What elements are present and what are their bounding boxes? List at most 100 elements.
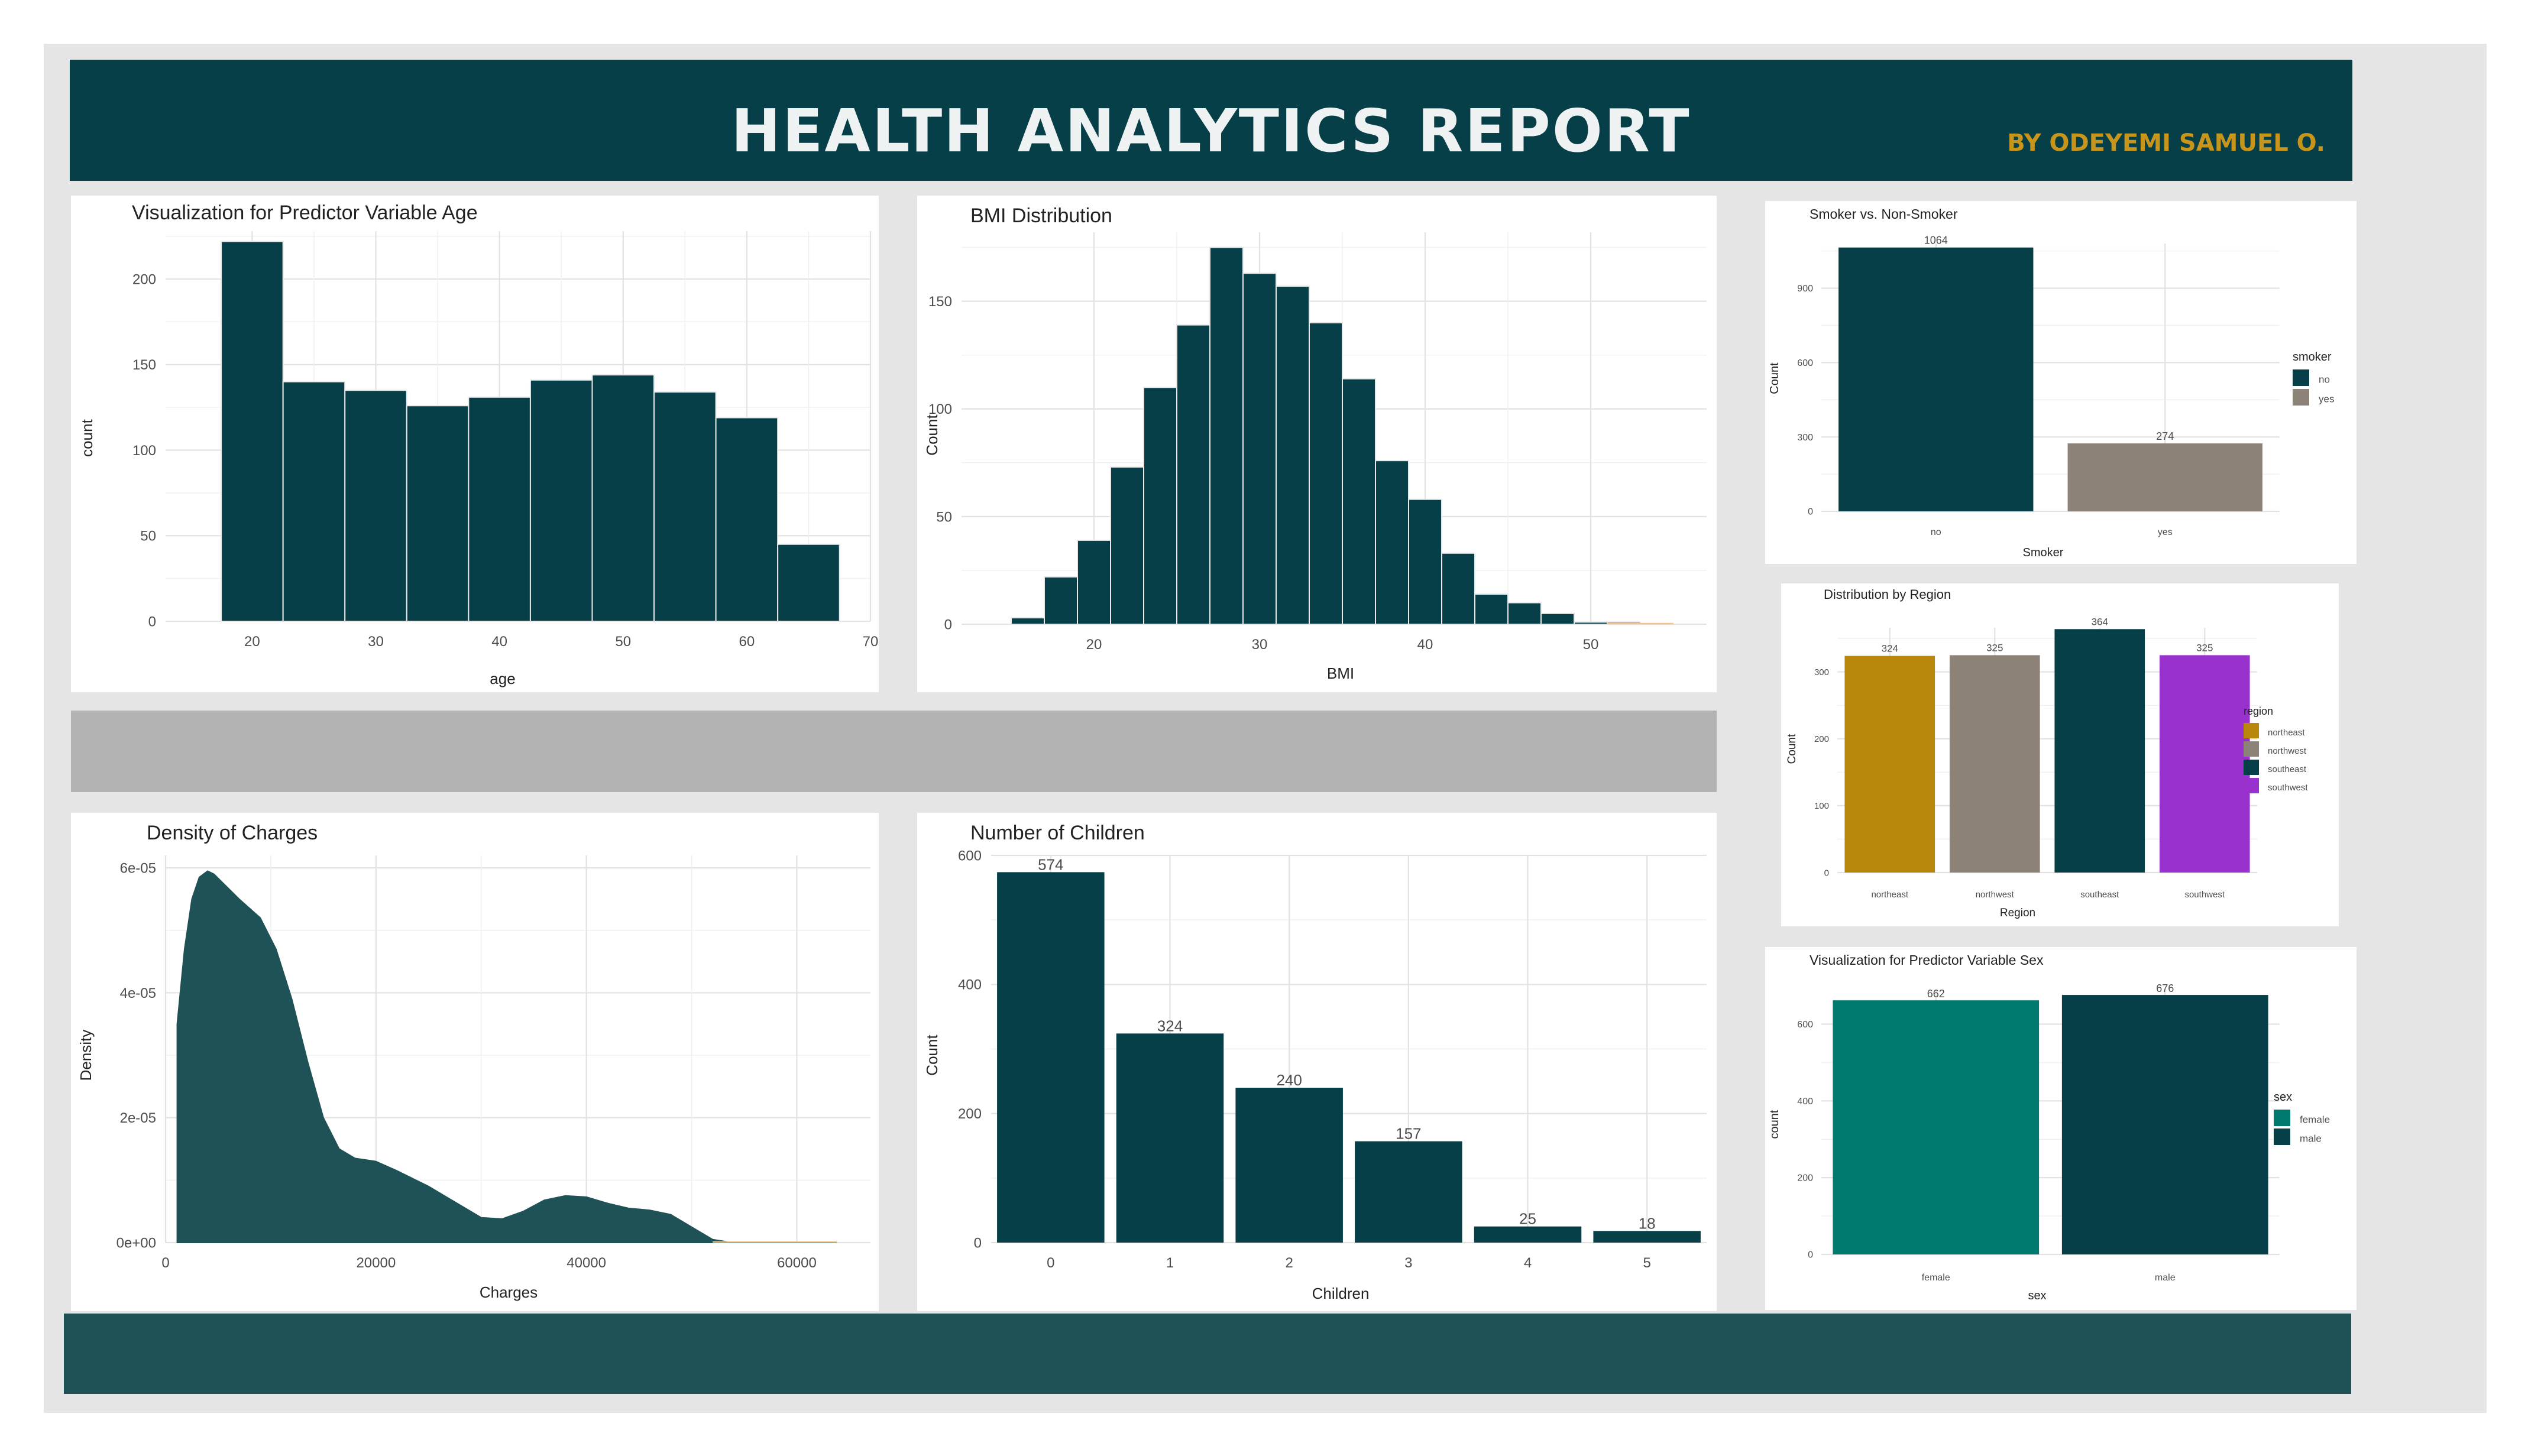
histogram-bar — [1242, 273, 1277, 625]
x-tick-label: 20 — [244, 634, 260, 650]
data-label: 325 — [1986, 642, 2003, 653]
bar-5 — [1593, 1231, 1701, 1243]
y-tick-label: 150 — [132, 357, 156, 373]
x-tick-label: 0 — [161, 1255, 169, 1271]
y-tick-label: 200 — [958, 1106, 982, 1122]
y-tick-label: 50 — [936, 509, 952, 525]
bar-3 — [1355, 1141, 1462, 1243]
bar-no — [1838, 247, 2034, 511]
histogram-bar — [591, 374, 655, 622]
x-tick-label: 40000 — [567, 1255, 606, 1271]
x-tick-label: northeast — [1871, 890, 1908, 900]
chart-title: Smoker vs. Non-Smoker — [1810, 206, 1958, 222]
y-tick-label: 150 — [928, 294, 952, 310]
sex-bar-panel: Visualization for Predictor Variable Sex… — [1765, 947, 2357, 1310]
histogram-bar — [1540, 612, 1575, 625]
bar-1 — [1116, 1033, 1224, 1243]
histogram-bar — [1077, 539, 1111, 625]
legend-item: male — [2300, 1133, 2322, 1144]
x-tick-label: 5 — [1643, 1255, 1650, 1271]
charges-density-panel: Density of Charges 0e+00 2e-05 4e-05 6e-05 0 2… — [71, 813, 879, 1311]
chart-title: Visualization for Predictor Variable Sex — [1810, 952, 2044, 968]
histogram-bar — [1176, 324, 1210, 625]
histogram-bar — [344, 390, 407, 622]
bar-northwest — [1949, 655, 2040, 873]
y-tick-label: 50 — [140, 528, 156, 544]
histogram-bar — [529, 379, 593, 622]
legend-item: female — [2300, 1114, 2330, 1125]
legend-title: sex — [2274, 1091, 2292, 1104]
bar-southeast — [2054, 629, 2145, 873]
legend-title: region — [2244, 705, 2273, 717]
histogram-bar — [282, 381, 346, 622]
y-axis-label: Count — [923, 1035, 941, 1076]
report-header: HEALTH ANALYTICS REPORT BY ODEYEMI SAMUE… — [70, 60, 2352, 181]
x-tick-label: southeast — [2080, 890, 2119, 900]
histogram-bar — [1507, 602, 1542, 625]
x-tick-label: 50 — [615, 634, 631, 650]
bar-0 — [997, 872, 1105, 1243]
y-axis-label: count — [1768, 1110, 1781, 1139]
data-label: 274 — [2156, 430, 2174, 442]
histogram-bar — [777, 543, 840, 622]
legend-swatch — [2244, 760, 2259, 775]
x-tick-label: no — [1931, 527, 1941, 537]
y-tick-label: 600 — [1797, 358, 1813, 368]
histogram-bar — [1143, 387, 1177, 625]
histogram-bar — [1011, 617, 1045, 625]
x-tick-label: 40 — [491, 634, 507, 650]
y-tick-label: 100 — [928, 401, 952, 417]
bar-2 — [1235, 1088, 1343, 1243]
bar-northeast — [1844, 656, 1935, 873]
data-label: 676 — [2156, 982, 2174, 994]
x-tick-label: 30 — [1252, 637, 1268, 653]
x-tick-label: 4 — [1524, 1255, 1532, 1271]
y-tick-label: 400 — [958, 977, 982, 993]
data-label: 1064 — [1924, 235, 1948, 247]
age-histogram-panel: Visualization for Predictor Variable Age… — [71, 196, 879, 692]
footer-band — [64, 1314, 2351, 1394]
data-label: 574 — [1038, 855, 1063, 873]
report-title: HEALTH ANALYTICS REPORT — [731, 96, 1691, 166]
data-label: 324 — [1157, 1017, 1183, 1035]
x-axis-label: Charges — [480, 1283, 538, 1301]
y-tick-label: 0 — [1808, 507, 1813, 517]
bar-yes — [2067, 443, 2262, 511]
y-tick-label: 900 — [1797, 284, 1813, 294]
histogram-bar — [1110, 466, 1144, 625]
y-tick-label: 100 — [132, 443, 156, 459]
legend-item: southwest — [2268, 783, 2308, 793]
y-axis-label: Count — [1768, 362, 1781, 394]
histogram-bar — [221, 241, 284, 622]
histogram-bar — [468, 396, 531, 622]
y-tick-label: 200 — [132, 271, 156, 287]
y-tick-label: 300 — [1797, 433, 1813, 443]
histogram-bar — [1441, 552, 1475, 625]
y-tick-label: 0 — [944, 617, 952, 633]
y-tick-label: 4e-05 — [120, 985, 156, 1001]
x-axis-label: Smoker — [2023, 546, 2064, 559]
y-tick-label: 0e+00 — [116, 1235, 156, 1251]
x-tick-label: 60000 — [777, 1255, 817, 1271]
region-bar-panel: Distribution by Region 0 100 200 300 324 north… — [1781, 583, 2339, 926]
density-area — [176, 870, 837, 1243]
x-tick-label: 2 — [1285, 1255, 1293, 1271]
legend-swatch — [2244, 741, 2259, 757]
histogram-bar — [1342, 378, 1376, 625]
histogram-bar — [1309, 322, 1343, 625]
y-tick-label: 0 — [1824, 868, 1829, 878]
x-tick-label: 1 — [1166, 1255, 1174, 1271]
y-axis-label: count — [78, 419, 96, 456]
x-axis-label: age — [490, 670, 515, 688]
data-label: 364 — [2092, 616, 2108, 627]
bar-male — [2061, 995, 2268, 1254]
y-tick-label: 600 — [1797, 1020, 1813, 1030]
x-tick-label: 70 — [863, 634, 879, 650]
y-tick-label: 2e-05 — [120, 1110, 156, 1126]
legend-item: northeast — [2268, 728, 2305, 738]
x-tick-label: 3 — [1404, 1255, 1412, 1271]
y-tick-label: 0 — [1808, 1250, 1813, 1260]
x-tick-label: female — [1922, 1273, 1950, 1283]
bar-4 — [1474, 1226, 1582, 1243]
children-bar-panel: Number of Children 0 200 400 600 574 0 324 1 240 2… — [917, 813, 1717, 1311]
